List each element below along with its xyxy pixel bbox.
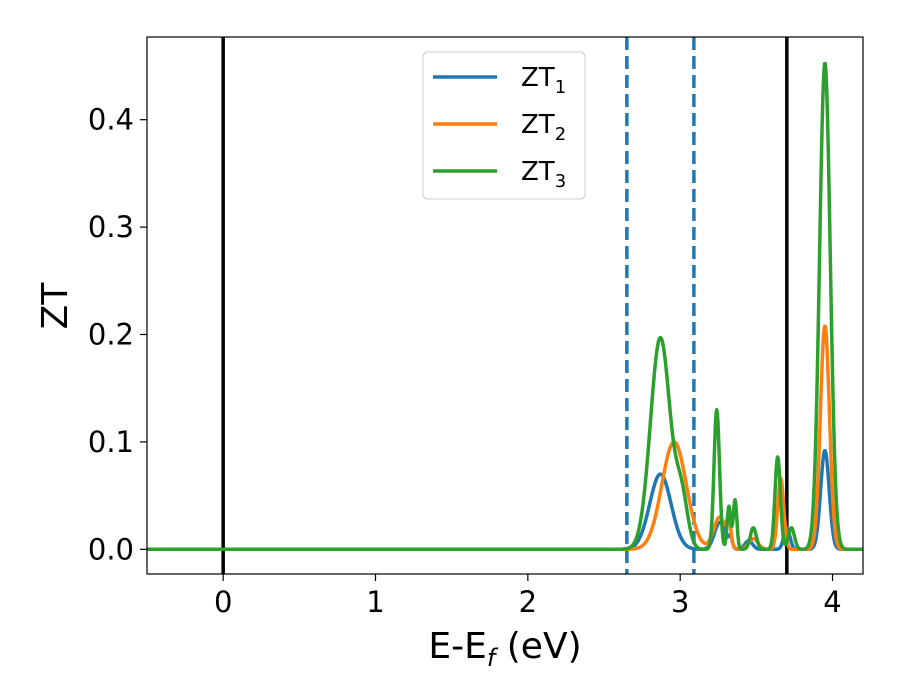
legend: ZT1 ZT2 ZT3 [422,51,586,200]
x-axis: 0 1 2 3 4 [214,574,842,619]
y-tick-label: 0.2 [88,317,134,351]
plot-frame [146,36,864,575]
y-axis-label: ZT [35,282,76,330]
legend-label-zt1: ZT1 [521,63,566,98]
y-tick-label: 0.4 [88,103,134,137]
series-line-zt2 [147,324,863,552]
x-axis-label: E-Ef (eV) [428,626,581,672]
series-lines [147,61,863,552]
x-tick-label: 1 [366,585,384,619]
y-tick-label: 0.3 [88,210,134,244]
x-tick-label: 3 [671,585,689,619]
y-tick-label: 0.1 [88,425,134,459]
y-tick-label: 0.0 [88,532,134,566]
x-tick-label: 4 [823,585,841,619]
legend-label-zt2: ZT2 [521,110,566,145]
legend-box [422,51,586,200]
legend-label-zt3: ZT3 [521,157,566,192]
series-line-zt3 [147,61,863,552]
x-tick-label: 0 [214,585,232,619]
y-axis: 0.0 0.1 0.2 0.3 0.4 [88,103,147,566]
x-tick-label: 2 [519,585,537,619]
reference-lines [221,37,789,574]
